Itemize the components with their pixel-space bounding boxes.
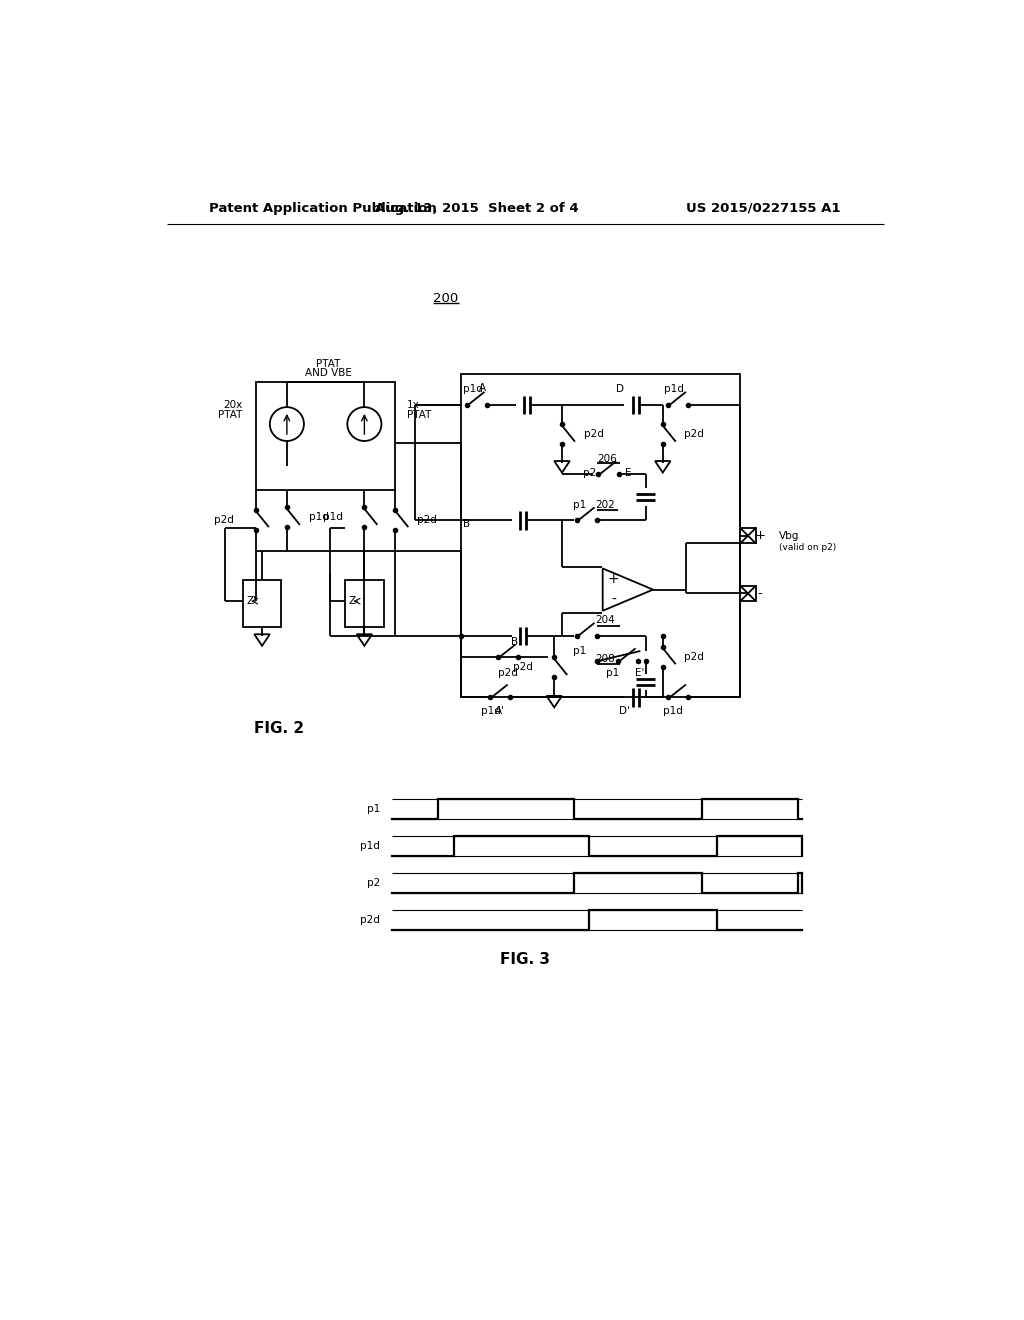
Text: PTAT: PTAT [315, 359, 340, 370]
Bar [256, 381, 395, 490]
Text: p1: p1 [367, 804, 380, 814]
Text: A': A' [495, 706, 505, 717]
Text: -: - [758, 587, 762, 601]
Text: p2d: p2d [417, 515, 437, 524]
Text: (valid on p2): (valid on p2) [779, 543, 837, 552]
Bar [461, 374, 740, 697]
Text: p1d: p1d [663, 706, 683, 717]
Text: D': D' [618, 706, 630, 717]
Text: E': E' [635, 668, 644, 677]
Text: FIG. 2: FIG. 2 [254, 721, 304, 735]
Text: p2d: p2d [513, 663, 532, 672]
Text: 1x: 1x [407, 400, 420, 409]
Text: PTAT: PTAT [407, 409, 431, 420]
Text: p1d: p1d [360, 841, 380, 851]
Text: p1d: p1d [323, 512, 343, 523]
Text: p1: p1 [573, 500, 587, 510]
Text: B': B' [511, 638, 520, 647]
Text: 202: 202 [595, 500, 614, 510]
Text: Patent Application Publication: Patent Application Publication [209, 202, 437, 215]
Text: p2d: p2d [214, 515, 234, 524]
Bar [243, 581, 282, 627]
Text: p1d: p1d [480, 706, 501, 717]
Text: p1d: p1d [463, 384, 482, 395]
Bar [740, 528, 756, 544]
Text: p2d: p2d [584, 429, 603, 440]
Text: B: B [463, 519, 470, 529]
Text: 200: 200 [433, 292, 459, 305]
Text: FIG. 3: FIG. 3 [500, 952, 550, 966]
Text: +: + [607, 572, 620, 586]
Bar [740, 586, 756, 601]
Text: +: + [754, 529, 765, 543]
Text: A: A [479, 383, 486, 393]
Text: p2d: p2d [684, 652, 705, 661]
Text: D: D [616, 384, 624, 395]
Text: Z: Z [349, 597, 356, 606]
Text: Aug. 13, 2015  Sheet 2 of 4: Aug. 13, 2015 Sheet 2 of 4 [375, 202, 579, 215]
Text: p2d: p2d [360, 915, 380, 925]
Text: E: E [625, 467, 631, 478]
Text: p2: p2 [583, 467, 596, 478]
Text: 206: 206 [597, 454, 616, 463]
Bar [345, 581, 384, 627]
Text: PTAT: PTAT [218, 409, 243, 420]
Text: p1d: p1d [665, 384, 684, 395]
Text: 20x: 20x [223, 400, 243, 409]
Text: Z': Z' [247, 597, 257, 606]
Text: p1: p1 [573, 647, 587, 656]
Text: 208: 208 [595, 653, 614, 664]
Text: p1d: p1d [308, 512, 329, 523]
Text: p2d: p2d [684, 429, 705, 440]
Text: p2: p2 [367, 878, 380, 888]
Text: AND VBE: AND VBE [304, 368, 351, 379]
Text: 204: 204 [595, 615, 614, 626]
Text: Vbg: Vbg [779, 531, 800, 541]
Text: p1: p1 [606, 668, 618, 677]
Text: p2d: p2d [498, 668, 518, 677]
Text: US 2015/0227155 A1: US 2015/0227155 A1 [686, 202, 841, 215]
Text: -: - [611, 593, 616, 607]
